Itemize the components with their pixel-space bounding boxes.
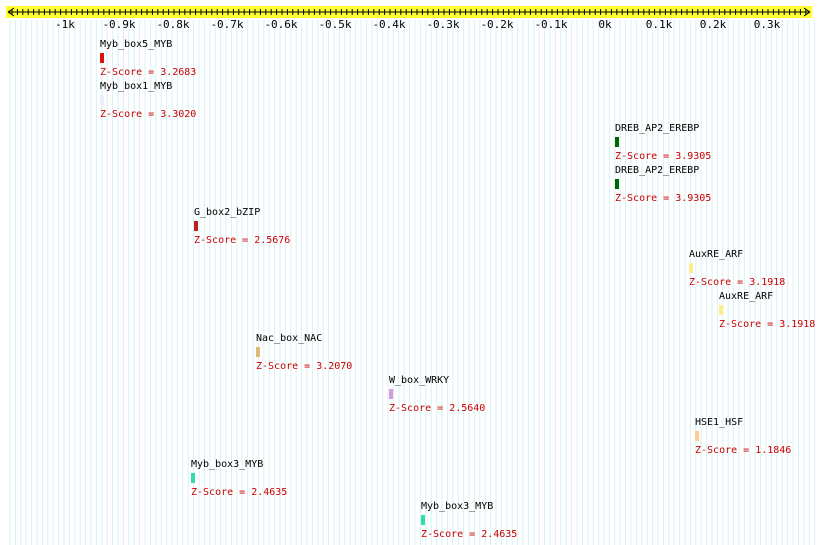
- axis-left-arrow: [7, 7, 15, 17]
- site-z-score: Z-Score = 2.5676: [194, 235, 291, 246]
- position-axis: [6, 6, 812, 18]
- site-marker: [615, 179, 619, 189]
- site-name: HSE1_HSF: [695, 417, 744, 428]
- site-name: DREB_AP2_EREBP: [615, 165, 700, 176]
- site-name: G_box2_bZIP: [194, 207, 261, 218]
- site-name: AuxRE_ARF: [719, 291, 774, 302]
- site-name: Myb_box3_MYB: [191, 459, 264, 470]
- site-z-score: Z-Score = 3.2070: [256, 361, 353, 372]
- axis-tick-label: -0.6k: [264, 18, 298, 31]
- site-z-score: Z-Score = 2.4635: [421, 529, 518, 540]
- axis-tick-label: 0.2k: [699, 18, 727, 31]
- site-marker: [615, 137, 619, 147]
- site-name: Myb_box3_MYB: [421, 501, 494, 512]
- axis-tick-label: -0.3k: [426, 18, 460, 31]
- axis-tick-label: 0.1k: [645, 18, 673, 31]
- site-marker: [689, 263, 693, 273]
- axis-tick-label: -1k: [55, 18, 75, 31]
- site-marker: [194, 221, 198, 231]
- site-marker: [695, 431, 699, 441]
- site-marker: [256, 347, 260, 357]
- axis-right-arrow: [803, 7, 811, 17]
- site-z-score: Z-Score = 3.3020: [100, 109, 197, 120]
- site-marker: [100, 95, 104, 105]
- site-marker: [100, 53, 104, 63]
- site-z-score: Z-Score = 2.4635: [191, 487, 288, 498]
- axis-tick-label: -0.5k: [318, 18, 352, 31]
- site-z-score: Z-Score = 2.5640: [389, 403, 486, 414]
- axis-tick-label: -0.7k: [210, 18, 244, 31]
- axis-ruler: [7, 7, 811, 17]
- axis-tick-label: -0.8k: [156, 18, 190, 31]
- site-name: AuxRE_ARF: [689, 249, 744, 260]
- axis-tick-label: -0.9k: [102, 18, 136, 31]
- site-name: Nac_box_NAC: [256, 333, 323, 344]
- site-name: W_box_WRKY: [389, 375, 450, 386]
- site-marker: [719, 305, 723, 315]
- site-marker: [191, 473, 195, 483]
- axis-tick-label: -0.4k: [372, 18, 406, 31]
- axis-tick-label: 0.3k: [753, 18, 781, 31]
- axis-tick-label: 0k: [598, 18, 612, 31]
- site-marker: [389, 389, 393, 399]
- site-z-score: Z-Score = 3.1918: [719, 319, 816, 330]
- site-z-score: Z-Score = 3.9305: [615, 151, 712, 162]
- site-z-score: Z-Score = 1.1846: [695, 445, 792, 456]
- site-marker: [421, 515, 425, 525]
- site-z-score: Z-Score = 3.9305: [615, 193, 712, 204]
- site-name: Myb_box1_MYB: [100, 81, 173, 92]
- site-name: Myb_box5_MYB: [100, 39, 173, 50]
- site-z-score: Z-Score = 3.1918: [689, 277, 786, 288]
- site-z-score: Z-Score = 3.2683: [100, 67, 197, 78]
- axis-tick-label: -0.1k: [534, 18, 568, 31]
- axis-tick-label: -0.2k: [480, 18, 514, 31]
- site-name: DREB_AP2_EREBP: [615, 123, 700, 134]
